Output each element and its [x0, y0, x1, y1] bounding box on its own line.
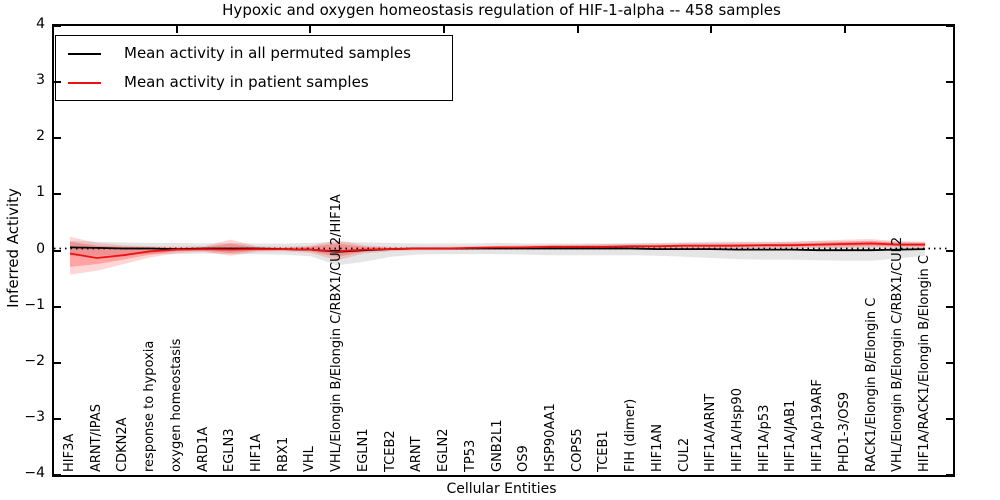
x-category-label: EGLN1 — [355, 428, 371, 472]
y-tick-right — [946, 305, 953, 308]
y-tick-left — [54, 25, 61, 27]
y-tick-right — [946, 361, 953, 364]
x-tick-top — [443, 26, 446, 33]
mean-line-patient — [69, 242, 925, 259]
y-tick-left — [54, 137, 61, 140]
y-tick-left — [54, 81, 61, 84]
x-category-label: RACK1/Elongin B/Elongin C — [863, 297, 879, 472]
y-tick-right — [946, 474, 953, 476]
x-category-label: HIF1A/p53 — [756, 404, 772, 472]
y-tick-label: −4 — [24, 465, 45, 481]
x-category-label: response to hypoxia — [142, 340, 158, 472]
y-tick-label: −1 — [24, 296, 45, 313]
x-tick-top — [175, 26, 178, 33]
y-tick-right — [946, 81, 953, 84]
x-tick-top — [309, 26, 312, 33]
x-category-label: TP53 — [462, 439, 478, 472]
x-category-label: ARNT/IPAS — [88, 404, 104, 472]
y-tick-left — [54, 361, 61, 364]
x-category-label: VHL — [302, 446, 318, 472]
y-tick-label: 2 — [36, 128, 45, 145]
chart-canvas — [54, 236, 949, 275]
x-category-label: PHD1-3/OS9 — [836, 392, 852, 472]
y-tick-right — [946, 193, 953, 196]
y-tick-label: −3 — [24, 408, 45, 425]
legend-line-sample-red — [68, 82, 101, 84]
x-category-label: VHL/Elongin B/Elongin C/RBX1/CUL2/HIF1A — [329, 194, 345, 472]
x-tick-top — [710, 26, 713, 33]
x-category-label: CUL2 — [676, 437, 692, 472]
x-category-label: RBX1 — [275, 436, 291, 472]
x-category-label: HIF1A/RACK1/Elongin B/Elongin C — [917, 255, 932, 472]
band-permuted-samples-range — [70, 240, 925, 266]
x-category-label: OS9 — [516, 445, 532, 472]
x-category-label: HIF3A — [62, 433, 77, 472]
y-tick-label: 3 — [36, 72, 45, 89]
x-category-label: HIF1A/p19ARF — [810, 379, 826, 472]
x-category-label: ARD1A — [195, 426, 211, 472]
x-category-label: GNB2L1 — [489, 419, 505, 472]
x-category-label: VHL/Elongin B/Elongin C/RBX1/CUL2 — [890, 236, 906, 472]
x-category-label: TCEB1 — [596, 430, 612, 472]
legend-label: Mean activity in all permuted samples — [124, 44, 411, 62]
x-category-label: HSP90AA1 — [542, 403, 558, 472]
x-tick-top — [576, 26, 579, 33]
x-category-label: HIF1A/Hsp90 — [729, 388, 745, 472]
x-category-label: ARNT — [409, 436, 425, 472]
x-axis-label: Cellular Entities — [446, 481, 557, 497]
chart-title: Hypoxic and oxygen homeostasis regulatio… — [222, 1, 781, 19]
x-category-label: EGLN3 — [222, 428, 238, 472]
y-tick-right — [946, 417, 953, 420]
y-tick-label: 1 — [36, 184, 45, 201]
legend-line-sample-black — [68, 53, 101, 55]
y-tick-right — [946, 25, 953, 27]
x-category-label: HIF1A/JAB1 — [783, 399, 799, 472]
y-tick-left — [54, 193, 61, 196]
x-category-label: CDKN2A — [115, 417, 131, 472]
y-tick-right — [946, 249, 953, 252]
y-tick-left — [54, 305, 61, 308]
y-tick-left — [54, 474, 61, 476]
x-category-label: FIH (dimer) — [623, 398, 639, 472]
y-tick-label: 0 — [36, 240, 45, 257]
y-tick-left — [54, 417, 61, 420]
legend-label: Mean activity in patient samples — [124, 73, 369, 91]
legend: Mean activity in all permuted samples Me… — [55, 35, 453, 101]
x-category-label: COPS5 — [569, 428, 585, 472]
x-category-label: HIF1A/ARNT — [703, 393, 719, 472]
legend-item-permuted: Mean activity in all permuted samples — [56, 39, 452, 69]
x-category-label: HIF1AN — [649, 424, 665, 472]
plot-area: Mean activity in all permuted samples Me… — [52, 24, 955, 477]
x-category-label: EGLN2 — [436, 428, 452, 472]
y-tick-label: −2 — [24, 352, 45, 369]
y-tick-right — [946, 137, 953, 140]
x-category-label: oxygen homeostasis — [168, 338, 184, 472]
y-tick-left — [54, 249, 61, 252]
x-tick-top — [843, 26, 846, 33]
legend-item-patient: Mean activity in patient samples — [56, 68, 452, 98]
x-category-label: TCEB2 — [382, 430, 398, 472]
y-tick-label: 4 — [36, 16, 45, 32]
x-category-label: HIF1A — [249, 433, 265, 472]
